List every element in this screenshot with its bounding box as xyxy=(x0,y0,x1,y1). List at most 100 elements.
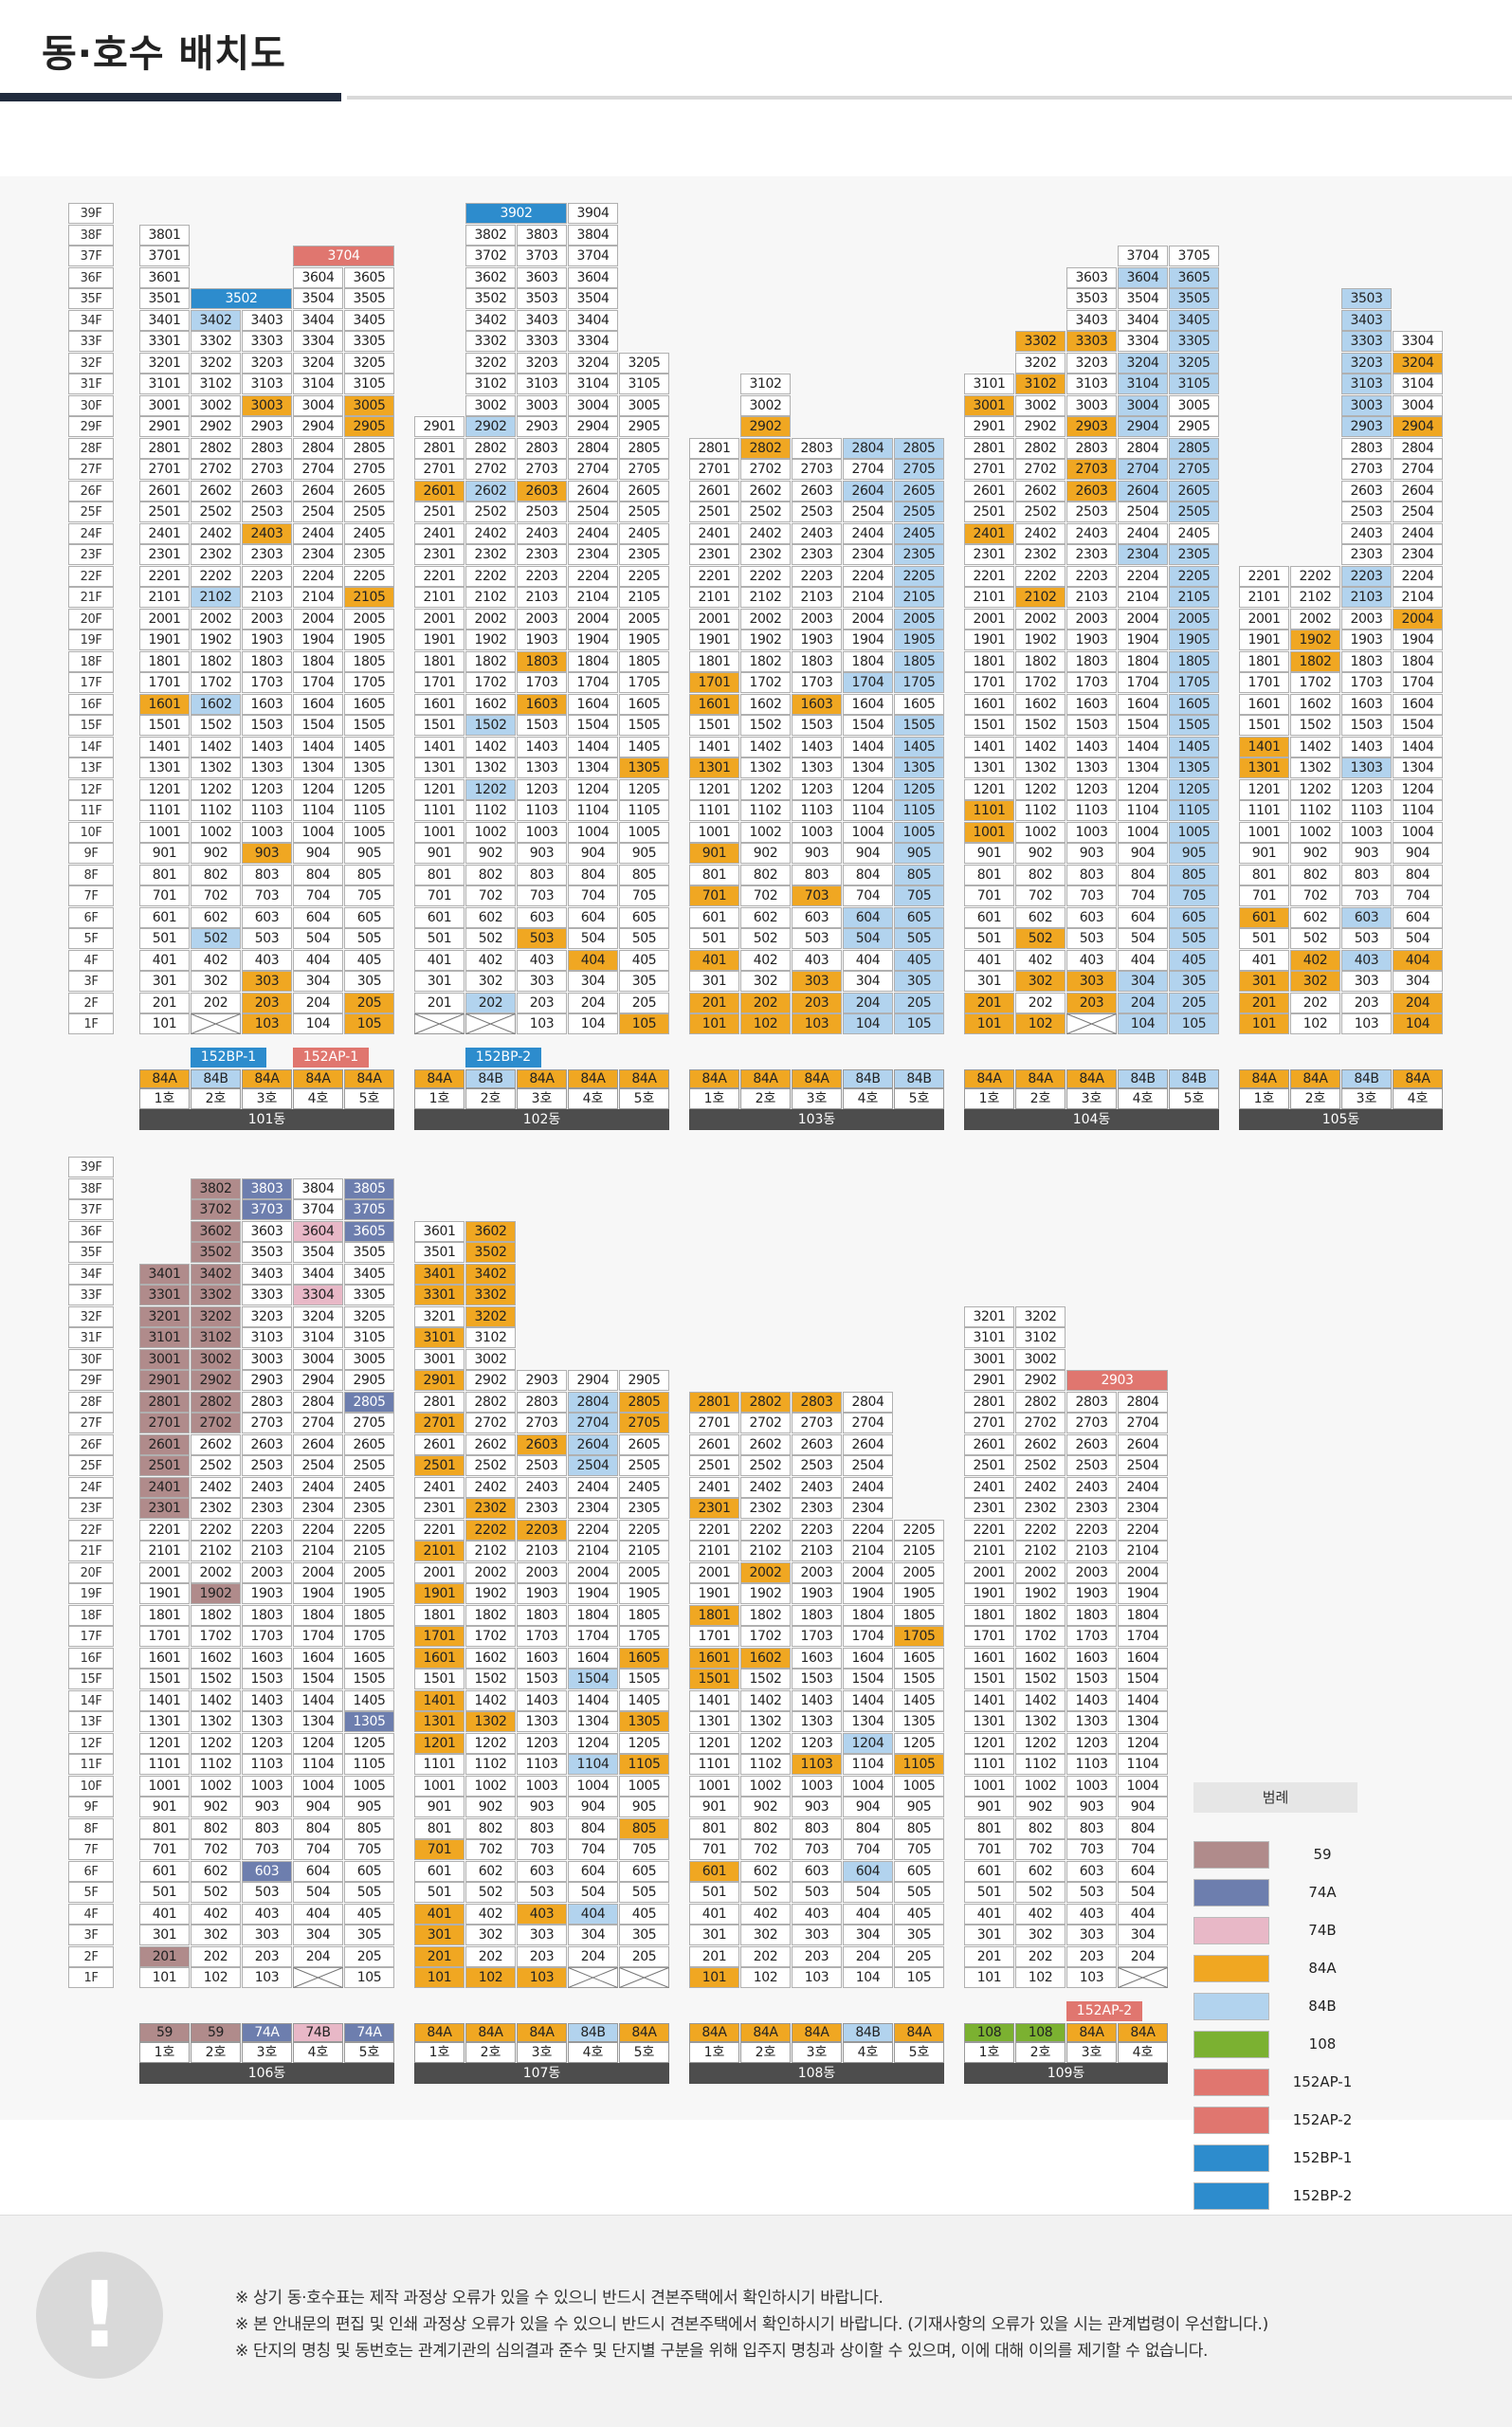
unit-cell: 101 xyxy=(964,1013,1014,1034)
unit-cell: 1501 xyxy=(1239,715,1289,736)
unit-cell: 2901 xyxy=(964,416,1014,437)
unit-cell: 2305 xyxy=(344,1498,394,1519)
unit-cell: 901 xyxy=(689,843,739,864)
unit-cell: 704 xyxy=(293,885,343,906)
unit-cell: 904 xyxy=(843,843,893,864)
unit-cell: 302 xyxy=(191,971,241,992)
unit-cell: 2905 xyxy=(344,1370,394,1391)
unit-cell: 602 xyxy=(465,1860,516,1882)
unit-cell: 904 xyxy=(293,843,343,864)
notice-line-2: ※ 본 안내문의 편집 및 인쇄 과정상 오류가 있을 수 있으니 반드시 견본… xyxy=(235,2315,1268,2334)
unit-cell: 305 xyxy=(344,1925,394,1945)
unit-type: 84B xyxy=(568,2022,618,2042)
unit-cell: 1303 xyxy=(1066,1711,1117,1732)
unit-cell: 1301 xyxy=(964,757,1014,778)
unit-cell: 1902 xyxy=(1015,1583,1066,1604)
unit-cell: 202 xyxy=(1015,1945,1066,1967)
unit-cell: 905 xyxy=(619,843,669,864)
unit-cell: 1502 xyxy=(1290,715,1340,736)
unit-cell: 2302 xyxy=(740,1498,791,1519)
unit-cell: 2401 xyxy=(139,522,190,544)
unit-cell: 2901 xyxy=(414,416,465,437)
unit-cell: 804 xyxy=(1393,864,1443,885)
unit-type: 108 xyxy=(1015,2022,1066,2042)
floor-label: 18F xyxy=(68,1604,114,1626)
unit-cell: 603 xyxy=(792,906,842,928)
unit-cell: 303 xyxy=(242,1925,292,1945)
unit-cell: 1905 xyxy=(894,630,944,650)
unit-cell: 1904 xyxy=(843,1583,893,1604)
unit-cell: 2401 xyxy=(414,1476,465,1498)
unit-cell: 703 xyxy=(1341,885,1392,906)
unit-cell: 1903 xyxy=(1066,1583,1117,1604)
floor-label: 25F xyxy=(68,1455,114,1476)
unit-cell: 1505 xyxy=(1169,715,1219,736)
unit-cell: 703 xyxy=(1066,885,1117,906)
unit-cell: 503 xyxy=(1341,928,1392,949)
unit-cell: 201 xyxy=(964,992,1014,1013)
unit-cell: 2104 xyxy=(843,587,893,608)
unit-cell: 2804 xyxy=(293,437,343,459)
unit-cell: 3003 xyxy=(242,1348,292,1370)
unit-cell: 302 xyxy=(465,1925,516,1945)
unit-cell: 1805 xyxy=(344,1604,394,1626)
unit-cell: 803 xyxy=(242,1817,292,1839)
unit-cell: 3101 xyxy=(139,1327,190,1348)
unit-cell: 2205 xyxy=(894,565,944,587)
unit-cell: 903 xyxy=(792,843,842,864)
unit-cell: 804 xyxy=(568,1817,618,1839)
unit-cell: 201 xyxy=(414,1945,465,1967)
unit-cell: 3605 xyxy=(1169,266,1219,288)
unit-cell: 803 xyxy=(1066,1817,1117,1839)
unit-cell: 903 xyxy=(242,1797,292,1817)
unit-cell: 2403 xyxy=(1066,1476,1117,1498)
unit-cell: 604 xyxy=(1118,1860,1168,1882)
unit-cell: 1601 xyxy=(139,693,190,715)
unit-cell: 2905 xyxy=(619,1370,669,1391)
unit-cell: 1105 xyxy=(619,800,669,821)
floor-label: 19F xyxy=(68,630,114,650)
unit-cell: 1602 xyxy=(1015,1647,1066,1669)
unit-cell: 2104 xyxy=(293,587,343,608)
unit-cell: 1402 xyxy=(1290,736,1340,757)
unit-cell: 1904 xyxy=(568,630,618,650)
unit-cell: 1303 xyxy=(792,1711,842,1732)
unit-cell: 2301 xyxy=(689,544,739,565)
unit-cell: 1303 xyxy=(517,1711,567,1732)
unit-cell: 1104 xyxy=(1118,800,1168,821)
unit-cell: 3305 xyxy=(1169,331,1219,352)
unit-cell: 1904 xyxy=(293,1583,343,1604)
unit-cell: 203 xyxy=(1066,992,1117,1013)
unit-cell: 2404 xyxy=(1118,522,1168,544)
unit-cell: 1701 xyxy=(689,1626,739,1647)
floor-label: 10F xyxy=(68,821,114,843)
floor-label: 16F xyxy=(68,1647,114,1669)
unit-cell: 2204 xyxy=(843,565,893,587)
floor-label: 29F xyxy=(68,416,114,437)
unit-cell: 804 xyxy=(843,864,893,885)
unit-cell: 2304 xyxy=(843,1498,893,1519)
unit-cell: 2303 xyxy=(792,1498,842,1519)
unit-cell: 203 xyxy=(1341,992,1392,1013)
unit-cell: 1703 xyxy=(517,672,567,693)
unit-cell: 2505 xyxy=(344,502,394,522)
floor-label: 35F xyxy=(68,1242,114,1263)
unit-cell: 803 xyxy=(792,1817,842,1839)
unit-cell: 805 xyxy=(344,864,394,885)
unit-cell: 1404 xyxy=(1393,736,1443,757)
unit-cell: 705 xyxy=(894,1839,944,1860)
unit-cell: 1202 xyxy=(1290,778,1340,800)
unit-cell: 1004 xyxy=(293,821,343,843)
unit-cell: 305 xyxy=(344,971,394,992)
unit-cell: 1902 xyxy=(191,1583,241,1604)
unit-cell: 1003 xyxy=(242,1775,292,1797)
unit-cell: 1802 xyxy=(191,650,241,672)
unit-cell: 104 xyxy=(568,1013,618,1034)
floor-label: 24F xyxy=(68,1476,114,1498)
unit-cell: 3503 xyxy=(517,288,567,309)
floor-label: 29F xyxy=(68,1370,114,1391)
unit-cell: 704 xyxy=(1393,885,1443,906)
unit-cell: 1304 xyxy=(1118,757,1168,778)
unit-cell: 301 xyxy=(689,1925,739,1945)
legend-swatch xyxy=(1193,2107,1269,2134)
